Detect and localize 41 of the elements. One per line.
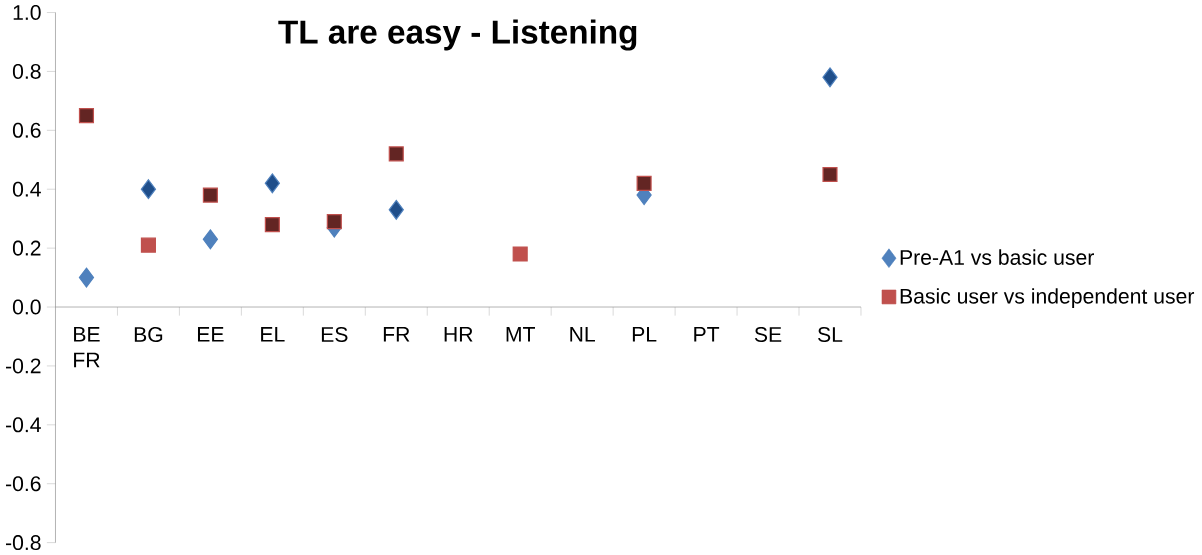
point	[636, 175, 652, 191]
x-tick-label: NL	[570, 326, 595, 342]
x-tick-label: PL	[632, 326, 657, 342]
y-tick-label: 0.4	[12, 181, 41, 197]
y-tick-label: -0.6	[5, 476, 41, 492]
point	[78, 107, 95, 124]
point	[822, 67, 838, 88]
point	[388, 199, 404, 220]
y-tick-label: 0.2	[12, 240, 41, 256]
chart-title: TL are easy - Listening	[278, 19, 637, 51]
point	[140, 179, 157, 200]
y-tick-label: 0.0	[12, 299, 41, 315]
x-tick-label: SL	[818, 326, 843, 342]
x-tick-label: EE	[197, 326, 224, 342]
point	[202, 229, 219, 250]
y-tick-label: -0.4	[5, 417, 41, 433]
point	[326, 213, 342, 230]
x-tick-label: BG	[134, 326, 163, 342]
legend-label: Basic user vs independent user	[900, 288, 1195, 308]
y-tick-label: 0.8	[12, 63, 41, 79]
x-tick-label: ES	[321, 326, 348, 342]
x-tick-label: MT	[506, 326, 535, 342]
legend-label: Pre-A1 vs basic user	[900, 249, 1094, 265]
point	[512, 246, 528, 262]
y-tick-label: -0.8	[5, 535, 41, 551]
point	[140, 237, 156, 253]
x-tick-label: HR	[444, 326, 473, 342]
y-tick-label: -0.2	[5, 358, 41, 374]
point	[264, 173, 280, 194]
point	[264, 216, 280, 233]
y-tick-label: 0.6	[12, 122, 41, 138]
y-tick-label: 1.0	[13, 4, 41, 20]
x-tick-label: SE	[754, 326, 782, 342]
x-tick-label: BE FR	[74, 326, 100, 368]
x-tick-label: FR	[383, 326, 410, 342]
point	[822, 166, 838, 182]
point	[388, 146, 404, 162]
x-tick-label: PT	[694, 326, 720, 342]
x-tick-label: EL	[261, 326, 285, 342]
point	[78, 267, 95, 288]
point	[202, 187, 218, 203]
